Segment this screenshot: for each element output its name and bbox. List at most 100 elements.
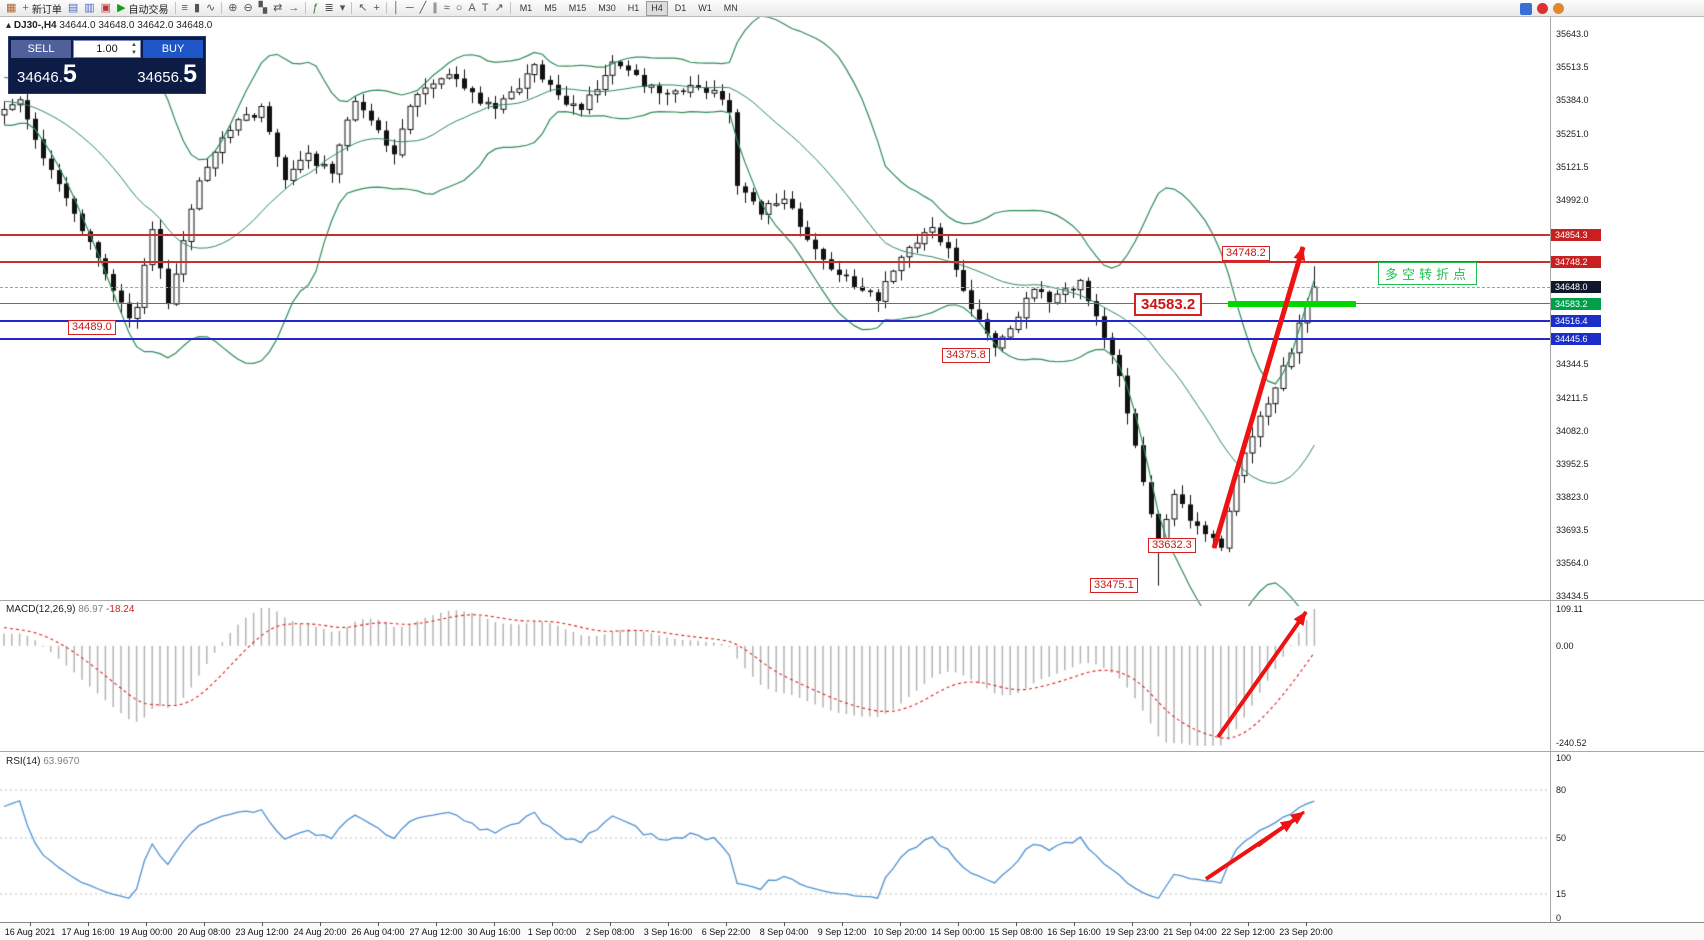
- charts-grid-icon[interactable]: ▥: [81, 1, 97, 16]
- trendline-icon[interactable]: ╱: [417, 1, 430, 16]
- sell-price[interactable]: 34646.5: [17, 60, 77, 88]
- bar-chart-icon: ≡: [181, 1, 188, 14]
- autotrading-button[interactable]: ▶ 自动交易: [114, 1, 171, 16]
- chart-window-icon: ▦: [6, 1, 17, 14]
- timeframe-h4[interactable]: H4: [646, 0, 668, 16]
- indicators-icon[interactable]: ƒ: [309, 1, 321, 16]
- indicator-list-icon[interactable]: ≣: [321, 1, 336, 16]
- trendline-icon: ╱: [419, 1, 427, 14]
- pane-splitter-rsi[interactable]: [0, 751, 1704, 752]
- zoom-out-icon[interactable]: ⊖: [240, 1, 255, 16]
- data-window-icon: ▣: [100, 1, 112, 14]
- indicators-icon: ƒ: [312, 1, 319, 14]
- bar-chart-icon[interactable]: ≡: [179, 1, 191, 16]
- timeframe-m5[interactable]: M5: [544, 2, 557, 13]
- timeframe-m30[interactable]: M30: [598, 2, 616, 13]
- layouts-icon: ▤: [67, 1, 79, 14]
- chart-shift-icon[interactable]: →: [285, 1, 302, 16]
- toolbar-right: [1520, 2, 1564, 15]
- macd-header: MACD(12,26,9) 86.97 -18.24: [6, 604, 134, 615]
- toolbar-separator: [305, 2, 307, 14]
- price-callout[interactable]: 34375.8: [942, 348, 990, 364]
- tile-windows-icon[interactable]: ▚: [256, 1, 270, 16]
- app-panel-icon[interactable]: [1520, 2, 1532, 15]
- symbol-period-label: DJ30-,H4: [13, 20, 57, 31]
- price-axis-line: [1550, 17, 1551, 922]
- volume-up-icon[interactable]: ▲: [131, 42, 137, 48]
- volume-input[interactable]: 1.00 ▲ ▼: [73, 40, 141, 58]
- layouts-icon[interactable]: ▤: [65, 1, 81, 16]
- auto-scroll-icon: ⇄: [273, 1, 283, 14]
- shapes-icon: ○: [455, 1, 463, 14]
- chart-header: ▴ DJ30-,H4 34644.0 34648.0 34642.0 34648…: [6, 20, 212, 31]
- volume-value[interactable]: 1.00: [96, 43, 118, 55]
- auto-scroll-icon[interactable]: ⇄: [270, 1, 285, 16]
- shapes-icon[interactable]: ○: [453, 1, 466, 16]
- price-callout[interactable]: 34583.2: [1134, 292, 1203, 316]
- vertical-line-icon[interactable]: │: [390, 1, 403, 16]
- data-window-icon[interactable]: ▣: [98, 1, 114, 16]
- templates-icon[interactable]: ▾: [337, 1, 349, 16]
- horizontal-line-icon[interactable]: ─: [403, 1, 417, 16]
- price-callout[interactable]: 33632.3: [1148, 537, 1196, 553]
- toolbar-separator: [385, 2, 387, 14]
- ohlc-values: 34644.0 34648.0 34642.0 34648.0: [59, 20, 213, 31]
- main-chart-pane[interactable]: [0, 17, 1550, 600]
- toolbar-separator: [509, 2, 511, 14]
- candle-chart-icon[interactable]: ▮: [191, 1, 203, 16]
- fibonacci-icon: ≈: [443, 1, 450, 14]
- arrows-icon: ↗: [494, 1, 504, 14]
- pane-splitter-macd[interactable]: [0, 600, 1704, 601]
- timeframe-m1[interactable]: M1: [519, 2, 533, 13]
- macd-name: MACD(12,26,9): [6, 604, 76, 615]
- channel-icon[interactable]: ∥: [429, 1, 441, 16]
- arrows-icon[interactable]: ↗: [491, 1, 506, 16]
- timeframe-mn[interactable]: MN: [723, 2, 738, 13]
- toolbar: ▦ + 新订单 ▤ ▥ ▣ ▶ 自动交易 ≡ ▮ ∿ ⊕ ⊖ ▚ ⇄ → ƒ ≣ ▾ ↖ + │ ─ ╱ ∥ ≈ ○ A T ↗ M1 M5 M…: [0, 0, 1704, 17]
- indicator-list-icon: ≣: [324, 1, 334, 14]
- play-icon: ▶: [117, 1, 126, 14]
- rsi-pane[interactable]: [0, 752, 1550, 921]
- timeframe-d1[interactable]: D1: [674, 2, 687, 13]
- timeframe-w1[interactable]: W1: [698, 2, 712, 13]
- channel-icon: ∥: [432, 1, 438, 14]
- rsi-header: RSI(14) 63.9670: [6, 756, 79, 767]
- zoom-in-icon[interactable]: ⊕: [225, 1, 240, 16]
- time-axis[interactable]: [0, 922, 1704, 940]
- volume-down-icon[interactable]: ▼: [131, 50, 137, 56]
- buy-price[interactable]: 34656.5: [137, 60, 197, 88]
- zoom-in-icon: ⊕: [228, 1, 238, 14]
- toolbar-separator: [351, 2, 353, 14]
- crosshair-icon: +: [373, 1, 380, 14]
- candle-chart-icon: ▮: [193, 1, 201, 14]
- fibonacci-icon[interactable]: ≈: [441, 1, 453, 16]
- cursor-icon[interactable]: ↖: [355, 1, 370, 16]
- plus-icon: +: [22, 1, 29, 14]
- timeframe-h1[interactable]: H1: [627, 2, 640, 13]
- new-order-button-label: 新订单: [31, 4, 62, 16]
- timeframe-m15[interactable]: M15: [568, 2, 587, 13]
- label-icon: T: [481, 1, 489, 14]
- macd-value: 86.97: [78, 604, 104, 615]
- note-label[interactable]: 多空转折点: [1378, 262, 1478, 285]
- toolbar-separator: [174, 2, 176, 14]
- price-callout[interactable]: 33475.1: [1090, 577, 1138, 593]
- line-chart-icon: ∿: [206, 1, 216, 14]
- sell-button[interactable]: SELL: [11, 40, 71, 58]
- line-chart-icon[interactable]: ∿: [203, 1, 218, 16]
- crosshair-icon[interactable]: +: [370, 1, 382, 16]
- collapse-arrow-icon[interactable]: ▴: [6, 20, 12, 31]
- macd-pane[interactable]: [0, 601, 1550, 751]
- autotrading-button-label: 自动交易: [128, 4, 169, 16]
- new-order-button[interactable]: + 新订单: [19, 1, 64, 16]
- charts-grid-icon: ▥: [84, 1, 95, 14]
- price-callout[interactable]: 34748.2: [1222, 245, 1270, 261]
- buy-button[interactable]: BUY: [143, 40, 203, 58]
- price-callout[interactable]: 34489.0: [68, 319, 116, 335]
- chart-window-icon[interactable]: ▦: [3, 1, 19, 16]
- text-icon: A: [468, 1, 476, 14]
- one-click-trade-panel: SELL 1.00 ▲ ▼ BUY 34646.5 34656.5: [8, 36, 206, 94]
- text-icon[interactable]: A: [465, 1, 478, 16]
- label-icon[interactable]: T: [479, 1, 492, 16]
